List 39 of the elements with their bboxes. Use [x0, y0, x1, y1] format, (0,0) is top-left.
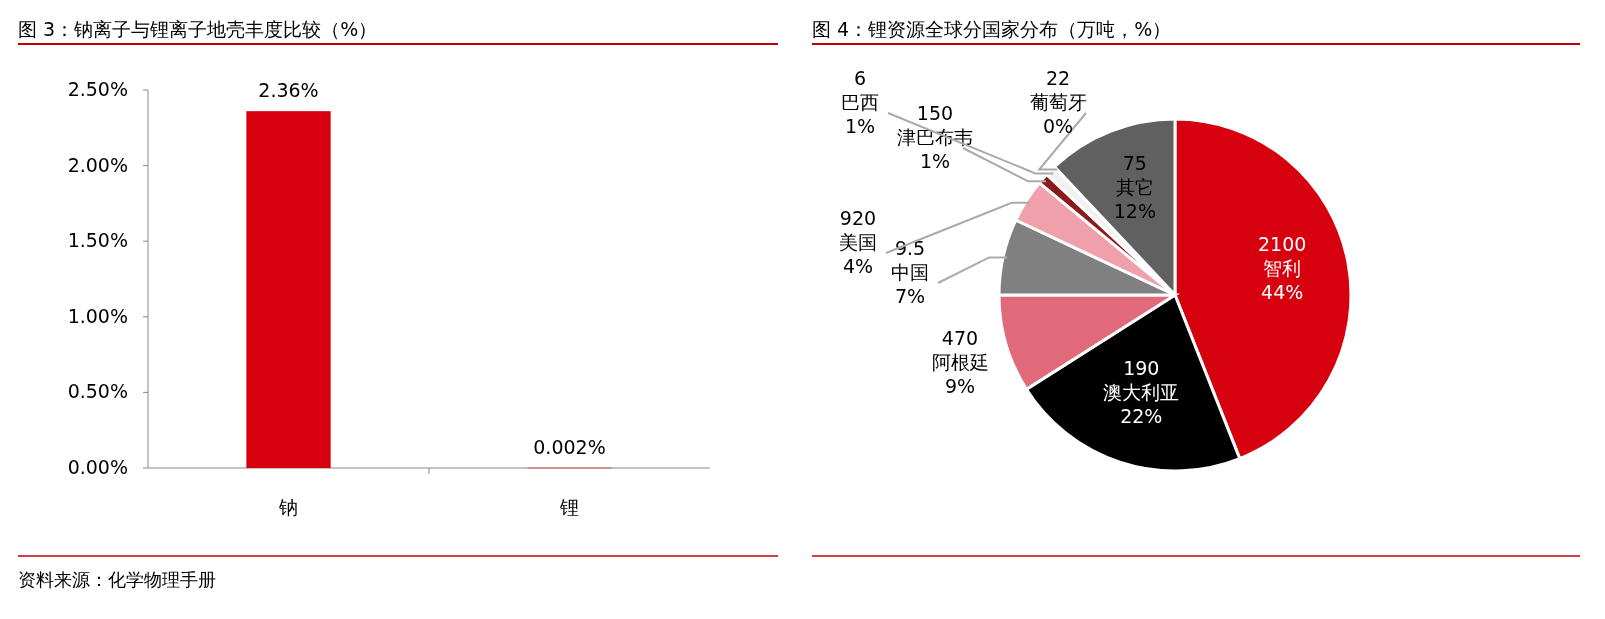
data-label: 0.002%: [533, 435, 606, 458]
text: 2100: [1258, 232, 1307, 255]
data-label: 9%: [944, 375, 976, 397]
text: 470: [941, 327, 979, 349]
category-label: 葡萄牙: [1029, 91, 1087, 113]
chart-title: 图 4：锂资源全球分国家分布（万吨，%）: [812, 18, 1172, 40]
text: 190: [1123, 356, 1160, 379]
text: 0%: [1042, 115, 1074, 137]
y-tick-label: 1.00%: [67, 304, 128, 327]
text: 22: [1045, 67, 1071, 89]
y-tick-label: 0.50%: [67, 380, 128, 403]
y-tick-label: 2.50%: [67, 78, 128, 100]
y-tick-label: 1.50%: [67, 229, 128, 252]
text: 920: [839, 207, 877, 229]
slice-label: 智利: [1263, 256, 1302, 279]
y-tick-label: 0.00%: [67, 456, 128, 478]
data-label: 1%: [844, 115, 876, 137]
data-label: 44%: [1261, 280, 1304, 303]
data-label: 12%: [1113, 199, 1156, 222]
text: 150: [916, 102, 954, 124]
text: 资料来源：化学物理手册: [18, 569, 216, 590]
data-label: 4%: [842, 255, 874, 277]
text: 6: [853, 67, 867, 89]
x-tick-label: 钠: [278, 496, 298, 518]
text: 75: [1122, 151, 1147, 174]
data-label: 7%: [894, 285, 926, 307]
x-tick-label: 锂: [559, 496, 579, 518]
slice-label: 中国: [891, 261, 929, 283]
slice-label: 巴西: [841, 91, 879, 113]
text: 9.5: [894, 237, 926, 259]
chart-title: 图 3：钠离子与锂离子地壳丰度比较（%）: [18, 18, 378, 40]
slice-label: 澳大利亚: [1103, 380, 1180, 403]
data-label: 2.36%: [258, 79, 319, 102]
data-label: 1%: [919, 150, 951, 172]
slice-label: 其它: [1115, 175, 1154, 198]
slice-label: 阿根廷: [931, 351, 989, 373]
y-tick-label: 2.00%: [67, 153, 128, 176]
slice-label: 美国: [839, 231, 877, 253]
data-label: 22%: [1120, 404, 1163, 427]
